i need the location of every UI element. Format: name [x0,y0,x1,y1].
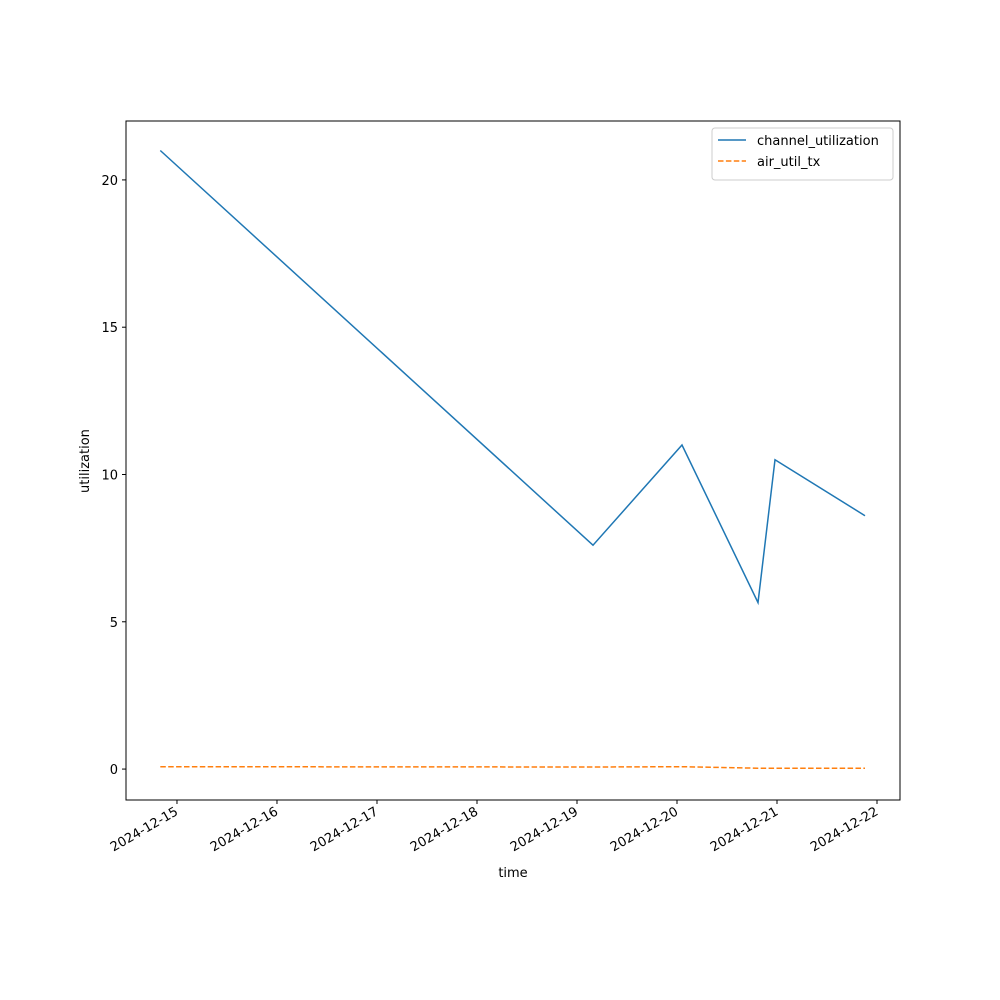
plot-frame [125,120,901,801]
x-tick-label: 2024-12-20 [608,804,681,855]
x-tick-label: 2024-12-18 [408,804,481,855]
y-tick-label: 15 [101,321,118,336]
x-tick-label: 2024-12-17 [308,804,381,855]
series-line [159,149,866,606]
y-tick-label: 0 [110,763,118,778]
legend-label: channel_utilization [757,134,879,149]
x-tick-label: 2024-12-15 [108,804,181,855]
y-axis-label: utilization [78,429,93,493]
legend-box [711,127,894,181]
series-line [160,765,865,769]
legend-label: air_util_tx [757,155,821,170]
y-tick-label: 10 [101,468,118,483]
x-tick-label: 2024-12-22 [808,804,881,855]
x-tick-label: 2024-12-16 [208,804,281,855]
y-tick-label: 20 [101,174,118,189]
x-axis-label: time [498,866,527,881]
x-tick-label: 2024-12-21 [708,804,781,855]
y-tick-label: 5 [110,616,118,631]
x-tick-label: 2024-12-19 [508,804,581,855]
